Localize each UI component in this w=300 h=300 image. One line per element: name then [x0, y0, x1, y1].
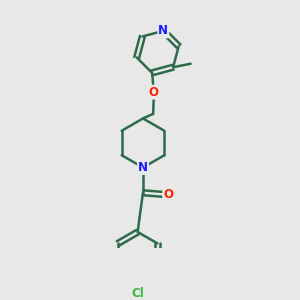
Text: N: N [138, 161, 148, 174]
Text: O: O [163, 188, 173, 201]
Text: Cl: Cl [131, 287, 144, 300]
Text: O: O [149, 85, 159, 99]
Text: N: N [158, 24, 168, 38]
